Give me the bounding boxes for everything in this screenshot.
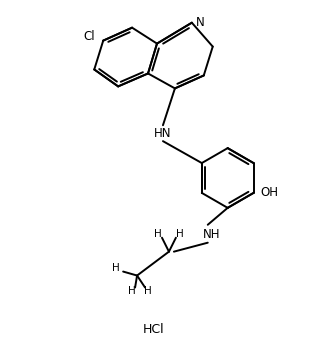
Text: HCl: HCl xyxy=(143,323,165,336)
Text: HN: HN xyxy=(154,127,172,140)
Text: NH: NH xyxy=(203,228,221,241)
Text: OH: OH xyxy=(260,186,278,199)
Text: H: H xyxy=(176,229,184,239)
Text: H: H xyxy=(128,287,136,296)
Text: N: N xyxy=(195,16,204,29)
Text: Cl: Cl xyxy=(83,30,95,43)
Text: H: H xyxy=(154,229,162,239)
Text: H: H xyxy=(112,262,120,273)
Text: H: H xyxy=(144,287,152,296)
